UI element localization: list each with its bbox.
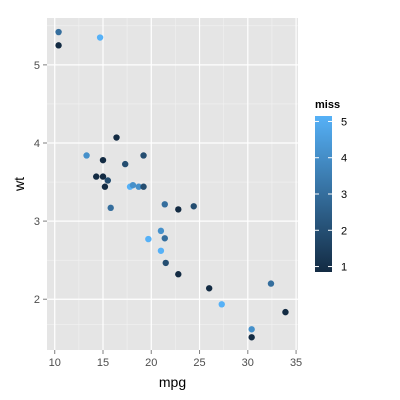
data-point <box>267 280 275 287</box>
data-point <box>175 206 182 213</box>
data-points <box>55 28 289 341</box>
legend-colorbar <box>315 116 332 272</box>
x-tick-label: 20 <box>145 357 157 369</box>
data-point <box>129 181 137 189</box>
data-point <box>248 326 255 333</box>
legend-tick-label: 3 <box>341 189 347 201</box>
legend-tick-label: 1 <box>341 262 347 274</box>
x-tick-label: 35 <box>290 357 302 369</box>
x-tick-label: 15 <box>97 357 109 369</box>
data-point <box>107 204 114 212</box>
data-point <box>121 160 129 168</box>
data-point <box>145 235 152 243</box>
data-point <box>93 173 100 180</box>
data-point <box>175 271 182 278</box>
data-point <box>161 201 168 208</box>
plot-panel <box>47 18 298 350</box>
data-point <box>104 177 112 184</box>
legend-tick-label: 2 <box>341 225 347 237</box>
x-tick-label: 10 <box>49 357 61 369</box>
data-point <box>99 173 107 180</box>
data-point <box>282 308 289 316</box>
legend-ticks: 1 2 3 4 5 <box>315 116 347 274</box>
legend-tick-label: 5 <box>341 116 347 128</box>
data-point <box>96 34 104 41</box>
data-point <box>218 301 225 308</box>
y-tick-label: 3 <box>34 216 40 228</box>
y-tick-label: 5 <box>34 60 40 72</box>
data-point <box>83 152 90 159</box>
y-tick-label: 2 <box>34 294 40 306</box>
x-tick-label: 25 <box>193 357 205 369</box>
minor-gridlines <box>47 18 298 350</box>
data-point <box>248 334 255 341</box>
data-point <box>157 227 165 235</box>
data-point <box>190 203 197 210</box>
y-axis-ticks: 2 3 4 5 <box>34 60 47 306</box>
y-axis-title: wt <box>11 177 27 192</box>
x-tick-label: 30 <box>242 357 254 369</box>
data-point <box>55 42 62 49</box>
data-point <box>205 285 213 292</box>
data-point <box>135 183 142 190</box>
y-tick-label: 4 <box>34 138 40 150</box>
color-legend: miss 1 2 3 4 5 <box>315 99 347 274</box>
data-point <box>162 259 169 267</box>
data-point <box>55 28 62 36</box>
data-point <box>140 183 147 190</box>
data-point <box>157 247 165 254</box>
data-point <box>161 235 168 242</box>
data-point <box>99 156 107 164</box>
data-point <box>101 183 109 190</box>
data-point <box>140 152 147 159</box>
x-axis-ticks: 10 15 20 25 30 35 <box>49 350 302 369</box>
major-gridlines <box>47 18 298 350</box>
x-axis-title: mpg <box>159 374 186 390</box>
data-point <box>113 134 120 141</box>
legend-tick-label: 4 <box>341 153 347 165</box>
legend-title: miss <box>315 99 340 111</box>
